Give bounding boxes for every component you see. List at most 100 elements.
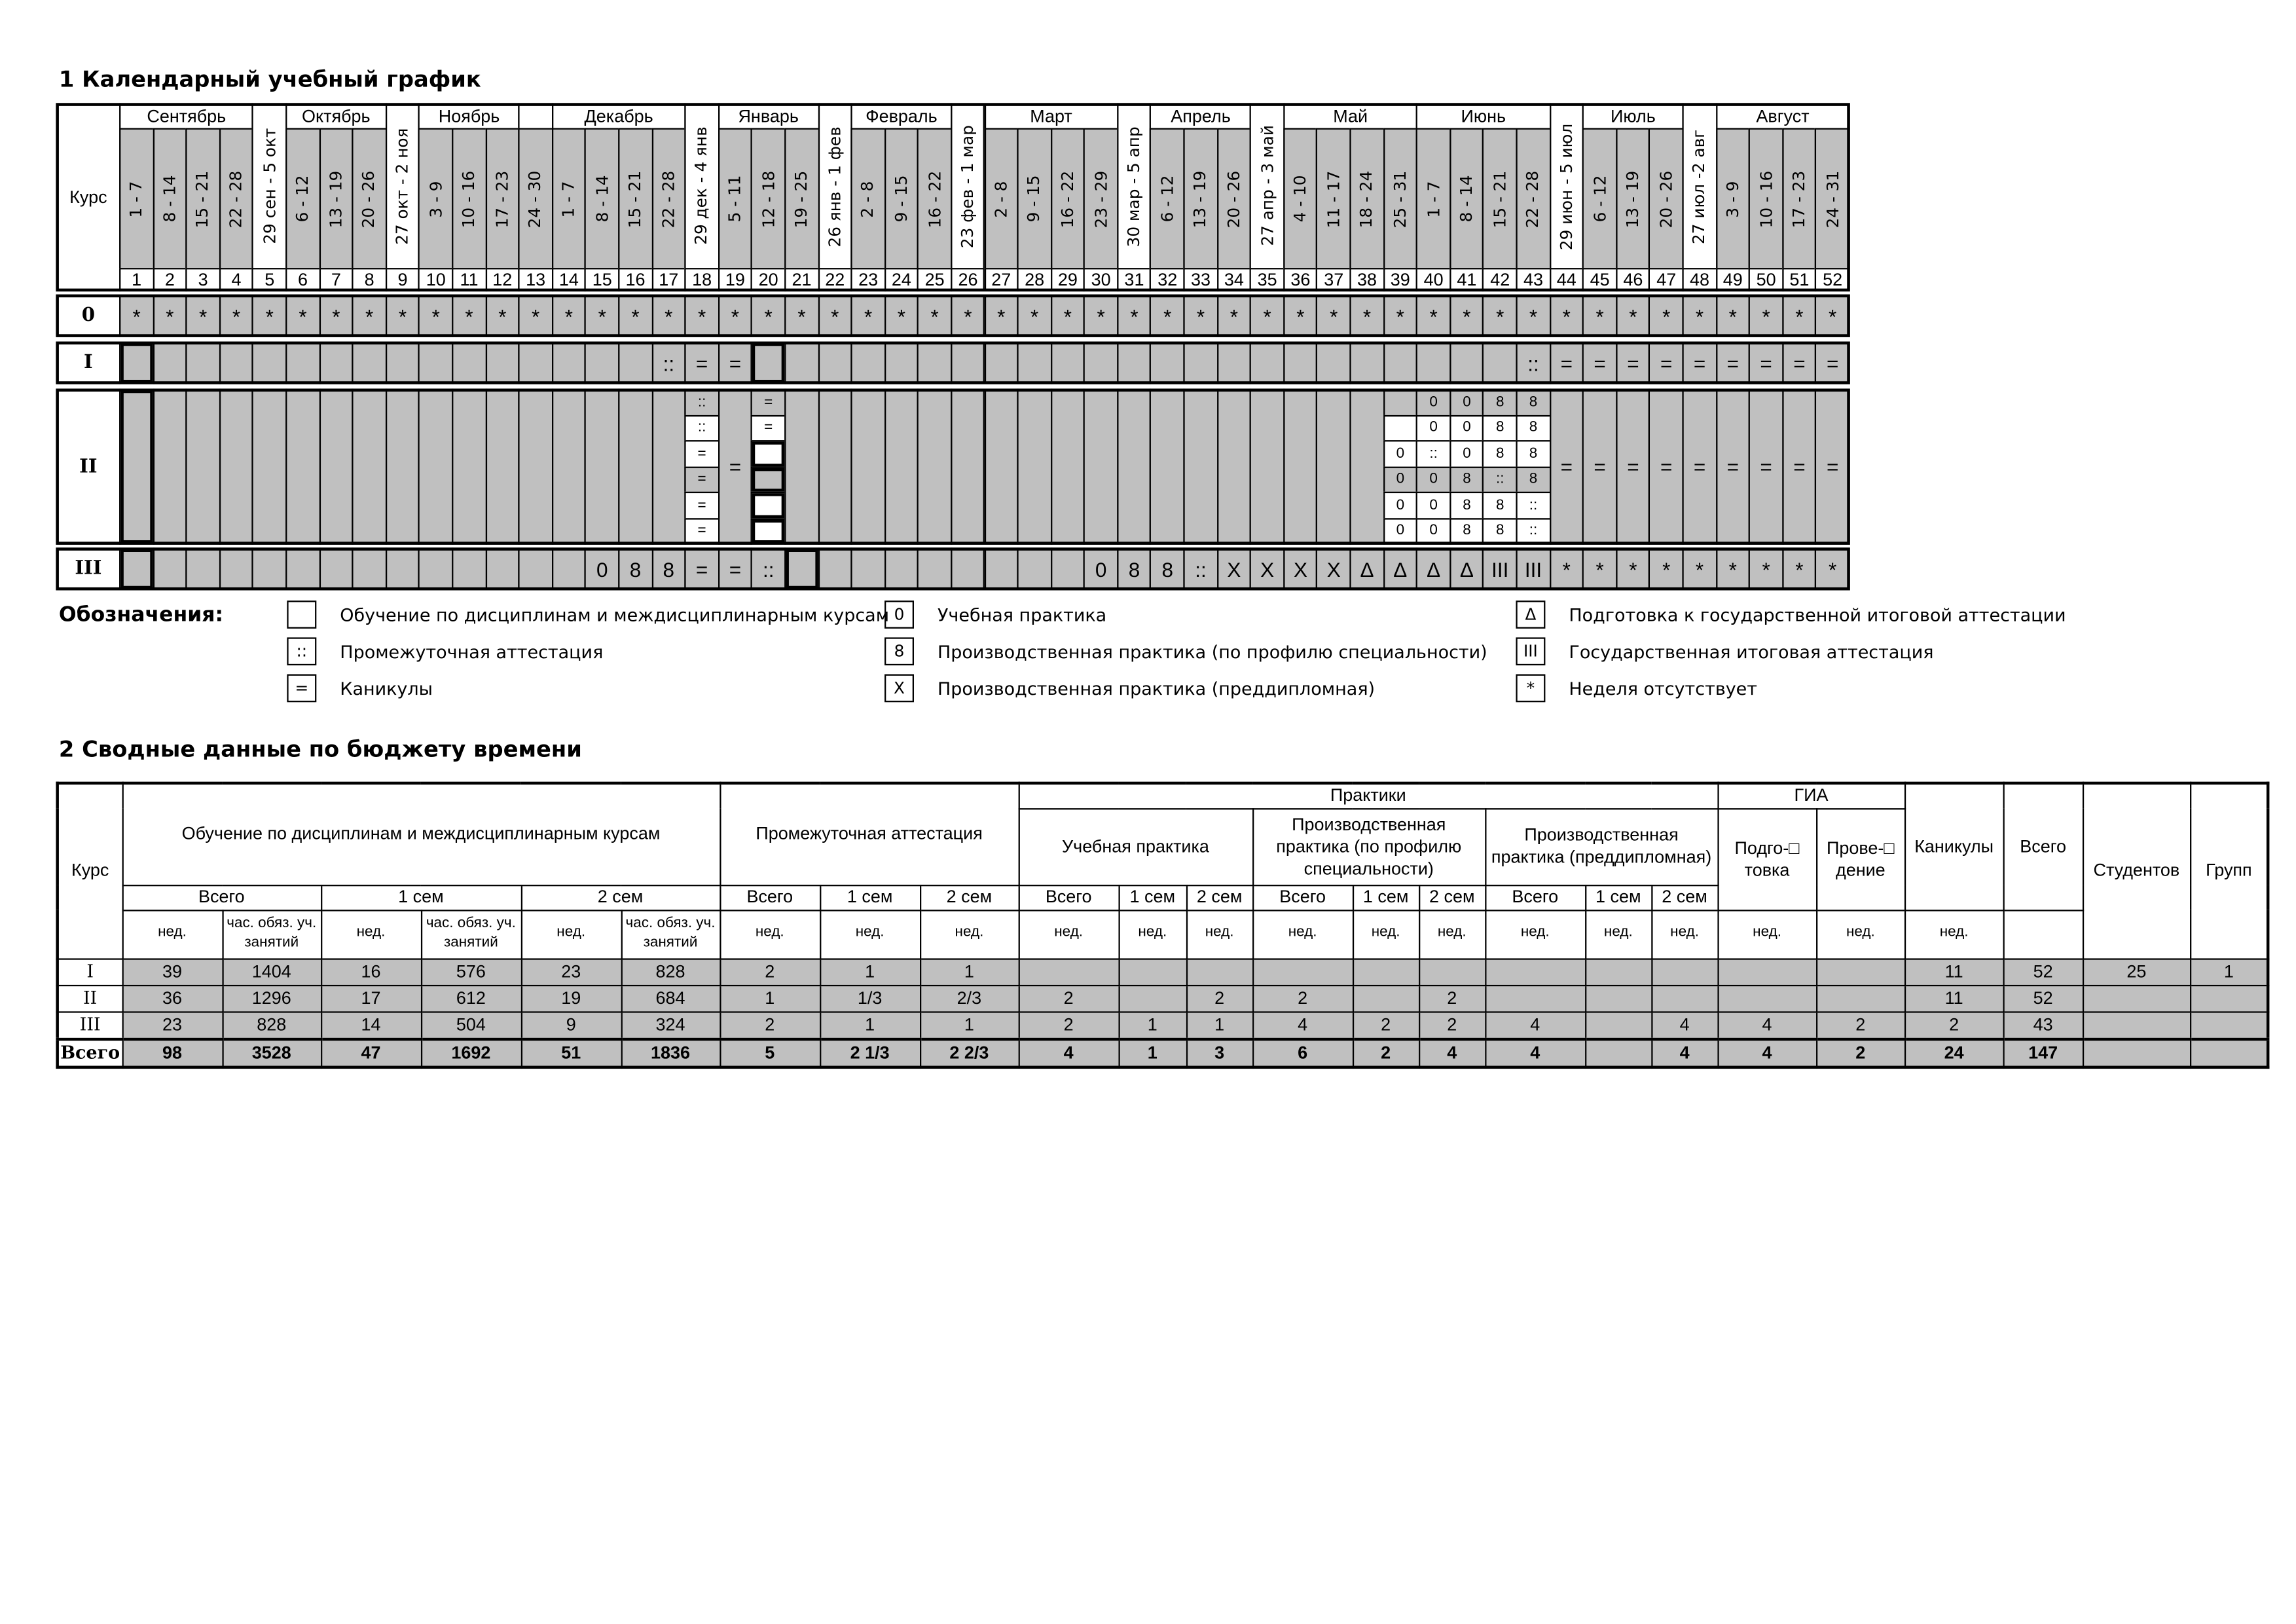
week-number: 41 — [1449, 268, 1484, 292]
week-cell: = — [1781, 388, 1817, 545]
week-cell — [385, 547, 420, 591]
week-cell-text: * — [1196, 304, 1205, 328]
table-cell — [1351, 984, 1420, 1012]
week-cell — [152, 547, 187, 591]
legend-symbol — [287, 600, 317, 629]
week-dates: 6 - 12 — [1150, 128, 1185, 270]
week-cell-text: * — [1762, 304, 1770, 328]
table-cell: 4 — [1717, 1037, 1817, 1067]
week-cell-text: X — [1326, 557, 1341, 581]
week-cell-text: * — [132, 304, 141, 328]
week-cell-text: = — [1594, 454, 1606, 479]
week-number-text: 14 — [558, 269, 579, 290]
week-cell — [285, 547, 321, 591]
week-cell-text: * — [897, 304, 906, 328]
week-dates-text: 29 сен - 5 окт — [260, 128, 280, 244]
week-cell — [484, 388, 520, 545]
week-cell: III — [1516, 547, 1551, 591]
week-dates-text: 8 - 14 — [160, 175, 180, 223]
week-dates-text: 1 - 7 — [559, 180, 579, 217]
week-subcell-text: 0 — [1429, 420, 1438, 436]
row-course: Всего — [56, 1037, 123, 1067]
week-cell: * — [1250, 294, 1285, 337]
week-subcell: 0 — [1416, 388, 1451, 416]
week-dates-text: 9 - 15 — [1025, 175, 1044, 223]
week-cell: * — [1682, 294, 1717, 337]
week-subcell-text: = — [697, 523, 706, 540]
week-cell-text: 8 — [629, 557, 642, 581]
week-cell-text: * — [1429, 304, 1438, 328]
week-subcell-text: 8 — [1495, 420, 1504, 436]
week-cell — [185, 547, 221, 591]
week-cell — [784, 341, 820, 384]
week-dates: 22 - 28 — [651, 128, 686, 270]
table-cell — [1584, 957, 1652, 986]
legend-label: Государственная итоговая аттестация — [1569, 641, 1934, 662]
week-cell: 0 — [585, 547, 620, 591]
week-dates-text: 4 - 10 — [1290, 175, 1311, 223]
week-cell — [219, 388, 254, 545]
week-cell: * — [1749, 294, 1784, 337]
table-cell — [1650, 984, 1719, 1012]
week-subcell-text: :: — [697, 394, 706, 411]
week-cell-text: = — [729, 351, 742, 375]
week-cell-text: = — [729, 454, 742, 479]
week-subcell: 8 — [1449, 466, 1484, 494]
week-cell: = — [1781, 341, 1817, 384]
week-cell: Δ — [1416, 547, 1451, 591]
week-cell-text: = — [1627, 454, 1639, 479]
table-cell — [1584, 1037, 1652, 1067]
week-cell — [318, 547, 354, 591]
table-row: II 36 1296 17 612 19 684 1 1/3 2/3 2 2 2 2 11 52 — [56, 984, 2269, 1012]
week-cell-text: * — [697, 304, 706, 328]
week-cell — [1482, 341, 1518, 384]
week-dates: 6 - 12 — [285, 128, 321, 270]
week-cell — [1017, 341, 1052, 384]
week-dates-text: 6 - 12 — [1157, 175, 1177, 223]
table-cell — [1484, 957, 1586, 986]
week-cell-text: * — [1629, 557, 1637, 581]
month-header-text: Июнь — [1461, 105, 1506, 127]
week-dates-text: 16 - 22 — [1058, 170, 1078, 228]
week-cell — [917, 341, 953, 384]
week-subcell-text: = — [764, 420, 773, 436]
week-number: 26 — [950, 268, 986, 292]
week-cell — [285, 341, 321, 384]
header-all: Всего — [121, 883, 322, 911]
week-subcell — [751, 440, 786, 468]
week-cell — [585, 388, 620, 545]
week-subcell — [751, 517, 786, 545]
table-cell: 3528 — [221, 1037, 322, 1067]
header-sem1: 1 сем — [1351, 883, 1420, 911]
table-cell: 19 — [520, 984, 622, 1012]
week-number-text: 39 — [1390, 269, 1410, 290]
table-cell — [1418, 957, 1486, 986]
week-dates-text: 13 - 19 — [326, 170, 346, 228]
week-cell: Δ — [1349, 547, 1385, 591]
week-dates-text: 27 апр - 3 май — [1258, 126, 1277, 247]
week-dates-text: 23 - 29 — [1091, 170, 1111, 228]
week-cell: * — [1649, 294, 1684, 337]
table-cell — [1717, 984, 1817, 1012]
week-cell: X — [1316, 547, 1351, 591]
week-cell: * — [651, 294, 686, 337]
week-number-text: 7 — [331, 269, 341, 290]
week-dates: 12 - 18 — [751, 128, 786, 270]
week-subcell: 8 — [1449, 491, 1484, 519]
week-cell-text: * — [864, 304, 873, 328]
week-number: 45 — [1582, 268, 1618, 292]
week-cell — [352, 547, 387, 591]
week-cell — [817, 547, 852, 591]
week-subcell: 8 — [1482, 491, 1518, 519]
table-cell: 2 — [1185, 984, 1254, 1012]
week-cell-text: = — [1826, 454, 1839, 479]
table-cell: 36 — [121, 984, 223, 1012]
week-cell-text: * — [1695, 304, 1704, 328]
week-dates-text: 15 - 21 — [625, 170, 646, 228]
week-cell-text: = — [1793, 454, 1806, 479]
week-cell: * — [917, 294, 953, 337]
week-dates: 23 фев - 1 мар — [950, 103, 986, 270]
table-cell: 828 — [620, 957, 721, 986]
header-all: Всего — [1252, 883, 1354, 911]
